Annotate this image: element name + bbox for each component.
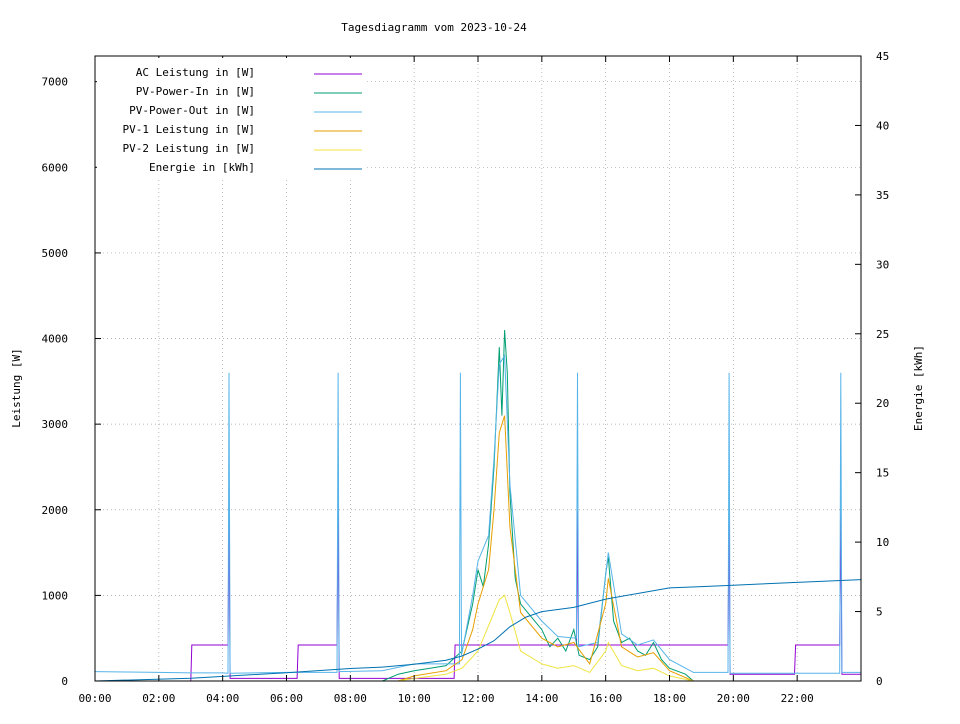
series-line-pv-2-leistung-in-w [398, 594, 694, 682]
y2-axis-label: Energie [kWh] [912, 345, 925, 431]
y2-tick-label: 15 [876, 467, 889, 480]
y2-tick-label: 25 [876, 328, 889, 341]
chart-title: Tagesdiagramm vom 2023-10-24 [341, 21, 527, 34]
y-tick-label: 0 [61, 675, 68, 688]
series-line-energie-in-kwh [94, 579, 862, 682]
legend-label: PV-Power-Out in [W] [129, 104, 255, 117]
y-tick-label: 2000 [42, 504, 69, 517]
series-line-pv-1-leistung-in-w [398, 415, 694, 682]
legend-background [97, 58, 367, 178]
x-tick-label: 18:00 [653, 692, 686, 705]
x-tick-label: 14:00 [525, 692, 558, 705]
y-tick-label: 5000 [42, 247, 69, 260]
y-axis-label: Leistung [W] [10, 348, 23, 427]
legend-label: PV-1 Leistung in [W] [123, 123, 255, 136]
y-tick-label: 7000 [42, 76, 69, 89]
axes: 00:00 02:00 04:00 06:00 08:00 10:00 12:00 14:00… [42, 50, 890, 705]
x-tick-label: 02:00 [142, 692, 175, 705]
y2-tick-label: 20 [876, 397, 889, 410]
x-tick-label: 04:00 [206, 692, 239, 705]
legend-label: PV-2 Leistung in [W] [123, 142, 255, 155]
y-tick-label: 1000 [42, 589, 69, 602]
series-line-pv-power-in-in-w [382, 329, 694, 682]
y-tick-label: 3000 [42, 418, 69, 431]
legend-label: PV-Power-In in [W] [136, 85, 255, 98]
y2-tick-label: 0 [876, 675, 883, 688]
x-tick-label: 12:00 [461, 692, 494, 705]
x-tick-label: 10:00 [398, 692, 431, 705]
y2-tick-label: 40 [876, 119, 889, 132]
x-tick-label: 06:00 [270, 692, 303, 705]
y2-tick-label: 30 [876, 258, 889, 271]
x-tick-label: 16:00 [589, 692, 622, 705]
legend: AC Leistung in [W] PV-Power-In in [W] PV-P… [97, 58, 367, 178]
legend-label: AC Leistung in [W] [136, 66, 255, 79]
x-tick-label: 20:00 [717, 692, 750, 705]
x-tick-label: 08:00 [334, 692, 367, 705]
legend-label: Energie in [kWh] [149, 161, 255, 174]
plot-frame [94, 55, 862, 682]
y2-tick-label: 45 [876, 50, 889, 63]
y2-tick-label: 5 [876, 606, 883, 619]
series-layer [94, 329, 862, 682]
y-tick-label: 4000 [42, 333, 69, 346]
y2-tick-label: 10 [876, 536, 889, 549]
x-tick-label: 22:00 [781, 692, 814, 705]
series-line-pv-power-out-in-w [94, 354, 861, 674]
x-tick-label: 00:00 [78, 692, 111, 705]
y2-tick-label: 35 [876, 189, 889, 202]
y-tick-label: 6000 [42, 161, 69, 174]
